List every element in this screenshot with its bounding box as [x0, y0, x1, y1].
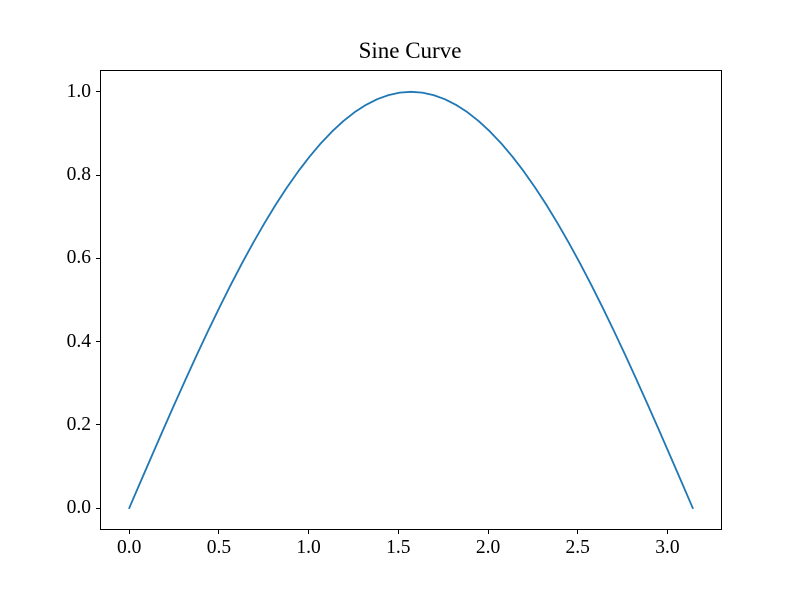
sine-line [128, 90, 694, 510]
y-tick-label: 0.2 [66, 413, 91, 435]
x-tick-label: 2.5 [565, 537, 590, 558]
x-tick-label: 0.0 [117, 537, 142, 558]
x-tick-mark [397, 530, 399, 534]
x-tick-label: 1.0 [296, 537, 321, 558]
x-tick-mark [577, 530, 579, 534]
y-tick-label: 0.6 [66, 247, 91, 269]
y-tick-label: 0.0 [66, 497, 91, 519]
x-tick-mark [218, 530, 220, 534]
x-tick-label: 1.5 [386, 537, 411, 558]
x-tick-mark [128, 530, 130, 534]
x-tick-mark [487, 530, 489, 534]
x-tick-mark [308, 530, 310, 534]
x-tick-mark [666, 530, 668, 534]
x-tick-label: 0.5 [206, 537, 232, 558]
y-tick-mark [96, 91, 100, 93]
x-tick-label: 3.0 [655, 537, 680, 558]
y-tick-mark [96, 174, 100, 176]
y-tick-mark [96, 424, 100, 426]
y-tick-label: 0.8 [66, 164, 91, 186]
y-tick-label: 1.0 [66, 80, 91, 102]
y-tick-mark [96, 507, 100, 509]
x-tick-label: 2.0 [475, 537, 501, 558]
chart-title: Sine Curve [358, 38, 462, 63]
y-tick-label: 0.4 [66, 330, 91, 352]
y-tick-mark [96, 257, 100, 259]
y-tick-mark [96, 341, 100, 343]
sine-curve-svg [128, 90, 694, 510]
plot-area: 0.0 0.5 1.0 1.5 2.0 2.5 3.0 0.0 0.2 0.4 0.6 0.8 1.0 [67, 70, 722, 558]
